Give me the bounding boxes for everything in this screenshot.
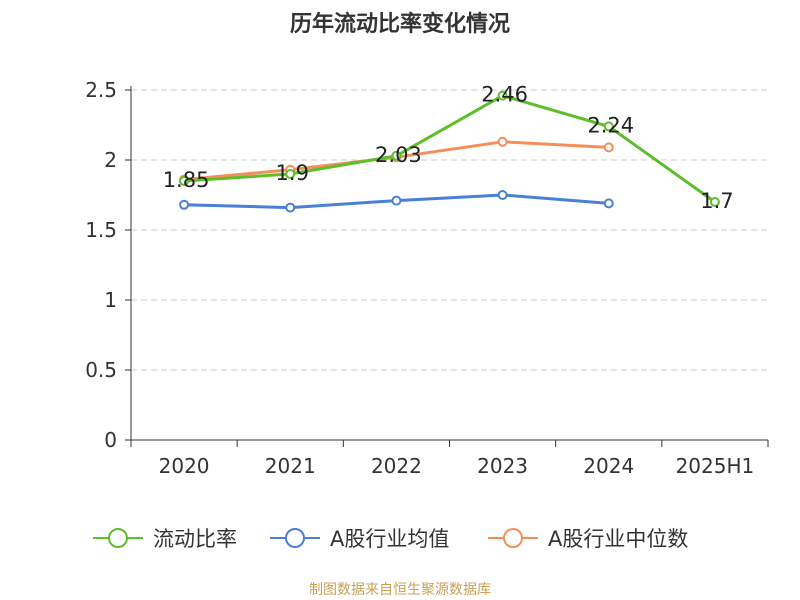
y-tick-label: 2 <box>104 148 117 172</box>
grid-lines <box>131 89 768 371</box>
y-tick-label: 1.5 <box>85 218 117 242</box>
chart-title: 历年流动比率变化情况 <box>289 12 510 37</box>
series-line <box>184 94 716 204</box>
y-tick-label: 0.5 <box>85 358 117 382</box>
data-label: 2.24 <box>587 113 634 137</box>
data-point <box>603 121 614 132</box>
y-tick-label: 2.5 <box>85 78 117 102</box>
data-point <box>179 176 190 186</box>
data-label: 2.46 <box>481 83 528 107</box>
y-tick-label: 0 <box>104 428 117 452</box>
data-point <box>709 197 720 207</box>
legend-label-current-ratio: 流动比率 <box>153 527 237 551</box>
data-point <box>497 90 508 101</box>
data-label: 1.85 <box>163 168 210 192</box>
data-point <box>391 150 402 161</box>
x-tick-label: 2024 <box>583 454 634 478</box>
data-point <box>603 198 614 209</box>
data-label: 1.9 <box>276 161 309 185</box>
legend-marker-industry-median <box>488 528 538 548</box>
source-footer: 制图数据来自恒生聚源数据库 <box>309 582 491 598</box>
legend-item-industry-mean[interactable]: A股行业均值 <box>270 521 449 555</box>
x-tick-label: 2020 <box>159 454 210 478</box>
data-point <box>285 202 296 213</box>
y-tick-labels: 0 0.5 1 1.5 2 2.5 <box>85 78 117 452</box>
data-point <box>391 195 402 206</box>
series-lines <box>179 90 720 213</box>
legend-label-industry-median: A股行业中位数 <box>548 527 689 551</box>
data-point <box>179 199 190 210</box>
legend-marker-current-ratio <box>93 528 143 548</box>
legend-label-industry-mean: A股行业均值 <box>330 527 450 551</box>
data-label: 1.7 <box>700 189 733 213</box>
axes <box>125 86 769 447</box>
legend: 流动比率 A股行业均值 A股行业中位数 <box>0 521 800 555</box>
legend-item-industry-median[interactable]: A股行业中位数 <box>488 521 688 555</box>
legend-item-current-ratio[interactable]: 流动比率 <box>93 521 237 555</box>
data-label: 2.03 <box>375 143 422 167</box>
x-tick-label: 2022 <box>371 454 422 478</box>
x-tick-label: 2023 <box>477 454 528 478</box>
x-tick-labels: 2020 2021 2022 2023 2024 2025H1 <box>159 454 755 478</box>
y-tick-label: 1 <box>104 288 117 312</box>
data-point <box>603 142 614 153</box>
legend-marker-industry-mean <box>270 528 320 548</box>
x-tick-label: 2021 <box>265 454 316 478</box>
data-point <box>497 190 508 200</box>
x-tick-label: 2025H1 <box>676 454 755 478</box>
data-point <box>497 136 508 147</box>
data-point <box>285 169 296 179</box>
data-labels: 1.85 1.9 2.03 2.46 2.24 1.7 <box>163 83 734 213</box>
